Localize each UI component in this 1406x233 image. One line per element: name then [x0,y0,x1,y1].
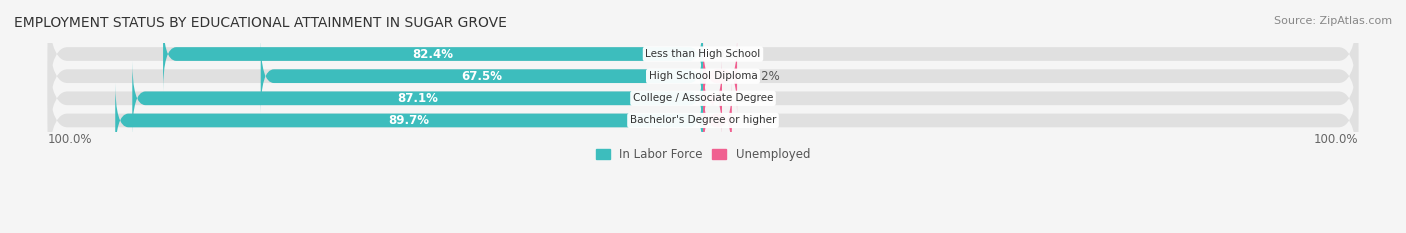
Text: 87.1%: 87.1% [398,92,439,105]
Text: 100.0%: 100.0% [1313,133,1358,146]
FancyBboxPatch shape [48,39,1358,158]
FancyBboxPatch shape [703,39,737,113]
FancyBboxPatch shape [48,61,1358,180]
Text: Less than High School: Less than High School [645,49,761,59]
Text: 0.0%: 0.0% [716,48,745,61]
FancyBboxPatch shape [48,17,1358,136]
Text: 5.2%: 5.2% [751,70,780,83]
Text: 4.4%: 4.4% [745,114,775,127]
Text: 100.0%: 100.0% [48,133,93,146]
Text: 67.5%: 67.5% [461,70,502,83]
Text: EMPLOYMENT STATUS BY EDUCATIONAL ATTAINMENT IN SUGAR GROVE: EMPLOYMENT STATUS BY EDUCATIONAL ATTAINM… [14,16,508,30]
Legend: In Labor Force, Unemployed: In Labor Force, Unemployed [591,143,815,165]
FancyBboxPatch shape [703,61,723,136]
FancyBboxPatch shape [132,61,703,136]
FancyBboxPatch shape [260,39,703,113]
Text: Bachelor's Degree or higher: Bachelor's Degree or higher [630,115,776,125]
FancyBboxPatch shape [48,0,1358,113]
Text: College / Associate Degree: College / Associate Degree [633,93,773,103]
Text: 89.7%: 89.7% [388,114,430,127]
FancyBboxPatch shape [163,17,703,91]
Text: Source: ZipAtlas.com: Source: ZipAtlas.com [1274,16,1392,26]
Text: 2.9%: 2.9% [735,92,765,105]
Text: High School Diploma: High School Diploma [648,71,758,81]
Text: 82.4%: 82.4% [412,48,454,61]
FancyBboxPatch shape [115,83,703,158]
FancyBboxPatch shape [703,83,733,158]
